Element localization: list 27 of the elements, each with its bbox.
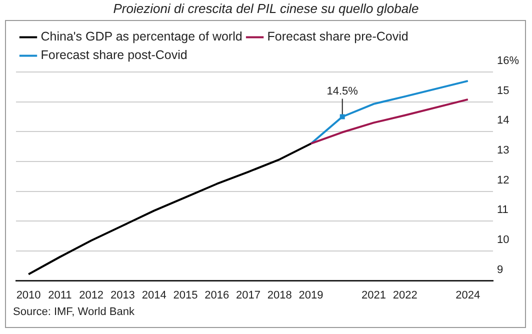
x-tick-label: 2010 bbox=[16, 289, 41, 302]
x-tick-label: 2021 bbox=[361, 289, 386, 302]
legend-label: Forecast share post-Covid bbox=[40, 48, 188, 62]
x-tick-label: 2024 bbox=[456, 289, 480, 302]
y-tick-label: 13 bbox=[496, 144, 510, 157]
y-tick-label: 11 bbox=[496, 204, 508, 216]
legend-label: China's GDP as percentage of world bbox=[40, 30, 242, 44]
y-tick-label: 15 bbox=[496, 84, 510, 97]
y-tick-label: 10 bbox=[496, 234, 510, 246]
chart-title: Proiezioni di crescita del PIL cinese su quello globale bbox=[112, 1, 420, 16]
x-tick-label: 2018 bbox=[267, 289, 292, 302]
x-tick-label: 2015 bbox=[173, 289, 198, 302]
x-tick-label: 2016 bbox=[204, 289, 230, 302]
x-tick-label: 2011 bbox=[48, 289, 72, 302]
legend-label: Forecast share pre-Covid bbox=[267, 30, 408, 44]
y-tick-label: 9 bbox=[496, 264, 504, 276]
x-tick-label: 2013 bbox=[110, 289, 135, 302]
x-tick-label: 2014 bbox=[142, 289, 166, 302]
y-tick-label: 16% bbox=[496, 55, 520, 68]
y-tick-label: 14 bbox=[496, 114, 510, 127]
x-tick-label: 2017 bbox=[236, 289, 260, 302]
x-tick-label: 2022 bbox=[392, 289, 418, 302]
x-tick-label: 2012 bbox=[79, 289, 104, 302]
source-note: Source: IMF, World Bank bbox=[13, 306, 134, 318]
y-tick-label: 12 bbox=[496, 174, 510, 186]
x-tick-label: 2019 bbox=[298, 289, 324, 302]
annotation: 14.5% bbox=[326, 85, 358, 98]
